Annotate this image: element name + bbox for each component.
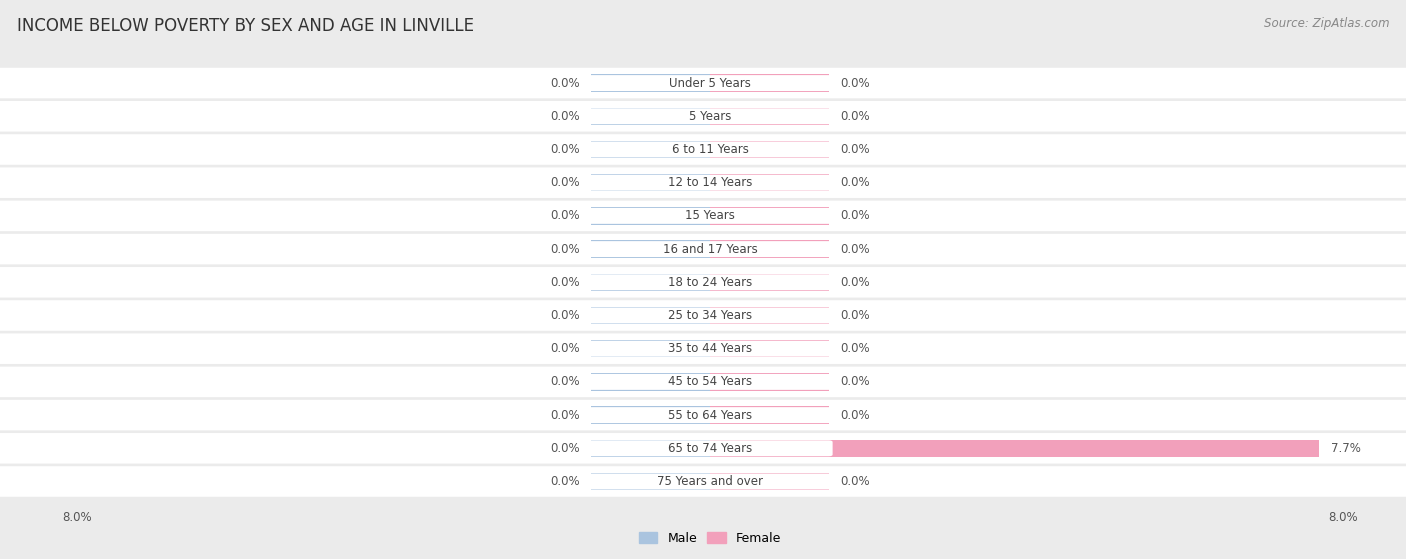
Bar xyxy=(592,174,710,191)
FancyBboxPatch shape xyxy=(0,201,1406,231)
Bar xyxy=(592,340,710,357)
Text: 0.0%: 0.0% xyxy=(841,409,870,421)
Text: 45 to 54 Years: 45 to 54 Years xyxy=(668,376,752,389)
Text: 35 to 44 Years: 35 to 44 Years xyxy=(668,342,752,355)
Bar xyxy=(710,307,828,324)
Text: 0.0%: 0.0% xyxy=(550,110,579,123)
Bar xyxy=(592,207,710,225)
Text: 0.0%: 0.0% xyxy=(550,176,579,189)
FancyBboxPatch shape xyxy=(588,175,832,191)
FancyBboxPatch shape xyxy=(588,208,832,224)
FancyBboxPatch shape xyxy=(0,300,1406,331)
FancyBboxPatch shape xyxy=(588,241,832,257)
Bar xyxy=(710,373,828,391)
Text: 0.0%: 0.0% xyxy=(550,77,579,89)
FancyBboxPatch shape xyxy=(0,466,1406,497)
Text: 12 to 14 Years: 12 to 14 Years xyxy=(668,176,752,189)
Bar xyxy=(710,340,828,357)
Text: 0.0%: 0.0% xyxy=(550,309,579,322)
Bar xyxy=(710,207,828,225)
Bar xyxy=(592,274,710,291)
Text: 0.0%: 0.0% xyxy=(550,342,579,355)
Text: 5 Years: 5 Years xyxy=(689,110,731,123)
Text: 6 to 11 Years: 6 to 11 Years xyxy=(672,143,748,156)
FancyBboxPatch shape xyxy=(0,167,1406,198)
Text: 0.0%: 0.0% xyxy=(841,342,870,355)
Text: 0.0%: 0.0% xyxy=(841,110,870,123)
Text: Source: ZipAtlas.com: Source: ZipAtlas.com xyxy=(1264,17,1389,30)
Bar xyxy=(592,373,710,391)
FancyBboxPatch shape xyxy=(0,400,1406,430)
Text: 0.0%: 0.0% xyxy=(841,143,870,156)
Bar xyxy=(710,240,828,258)
Bar xyxy=(592,240,710,258)
Text: 0.0%: 0.0% xyxy=(841,210,870,222)
Text: INCOME BELOW POVERTY BY SEX AND AGE IN LINVILLE: INCOME BELOW POVERTY BY SEX AND AGE IN L… xyxy=(17,17,474,35)
Text: 16 and 17 Years: 16 and 17 Years xyxy=(662,243,758,255)
Bar xyxy=(710,406,828,424)
Bar xyxy=(710,174,828,191)
Bar xyxy=(710,440,1319,457)
Text: 0.0%: 0.0% xyxy=(550,276,579,289)
Text: 0.0%: 0.0% xyxy=(841,77,870,89)
Text: 0.0%: 0.0% xyxy=(550,442,579,455)
Text: 55 to 64 Years: 55 to 64 Years xyxy=(668,409,752,421)
FancyBboxPatch shape xyxy=(588,307,832,324)
Text: 0.0%: 0.0% xyxy=(841,376,870,389)
Text: 25 to 34 Years: 25 to 34 Years xyxy=(668,309,752,322)
FancyBboxPatch shape xyxy=(588,75,832,91)
Text: 0.0%: 0.0% xyxy=(550,243,579,255)
FancyBboxPatch shape xyxy=(588,374,832,390)
Text: 0.0%: 0.0% xyxy=(841,475,870,488)
FancyBboxPatch shape xyxy=(588,407,832,423)
Text: Under 5 Years: Under 5 Years xyxy=(669,77,751,89)
FancyBboxPatch shape xyxy=(588,473,832,490)
Text: 18 to 24 Years: 18 to 24 Years xyxy=(668,276,752,289)
FancyBboxPatch shape xyxy=(0,367,1406,397)
Text: 0.0%: 0.0% xyxy=(841,276,870,289)
Text: 0.0%: 0.0% xyxy=(550,210,579,222)
FancyBboxPatch shape xyxy=(0,267,1406,297)
Text: 0.0%: 0.0% xyxy=(550,143,579,156)
FancyBboxPatch shape xyxy=(0,134,1406,165)
Bar xyxy=(710,141,828,158)
Text: 65 to 74 Years: 65 to 74 Years xyxy=(668,442,752,455)
Text: 0.0%: 0.0% xyxy=(841,309,870,322)
Bar xyxy=(592,307,710,324)
FancyBboxPatch shape xyxy=(588,274,832,290)
Text: 0.0%: 0.0% xyxy=(841,243,870,255)
Bar xyxy=(710,108,828,125)
FancyBboxPatch shape xyxy=(0,101,1406,131)
FancyBboxPatch shape xyxy=(588,141,832,158)
Bar xyxy=(710,74,828,92)
Text: 0.0%: 0.0% xyxy=(550,376,579,389)
FancyBboxPatch shape xyxy=(0,333,1406,364)
Bar xyxy=(710,473,828,490)
Text: 0.0%: 0.0% xyxy=(550,475,579,488)
FancyBboxPatch shape xyxy=(0,433,1406,463)
Bar xyxy=(592,141,710,158)
Bar xyxy=(592,108,710,125)
Legend: Male, Female: Male, Female xyxy=(634,527,786,550)
Bar xyxy=(592,473,710,490)
FancyBboxPatch shape xyxy=(588,440,832,456)
FancyBboxPatch shape xyxy=(588,108,832,124)
Text: 15 Years: 15 Years xyxy=(685,210,735,222)
Text: 75 Years and over: 75 Years and over xyxy=(657,475,763,488)
FancyBboxPatch shape xyxy=(0,68,1406,98)
Bar xyxy=(592,406,710,424)
FancyBboxPatch shape xyxy=(588,341,832,357)
Text: 7.7%: 7.7% xyxy=(1331,442,1361,455)
Bar xyxy=(592,74,710,92)
Bar xyxy=(592,440,710,457)
Text: 0.0%: 0.0% xyxy=(841,176,870,189)
Bar xyxy=(710,274,828,291)
Text: 0.0%: 0.0% xyxy=(550,409,579,421)
FancyBboxPatch shape xyxy=(0,234,1406,264)
